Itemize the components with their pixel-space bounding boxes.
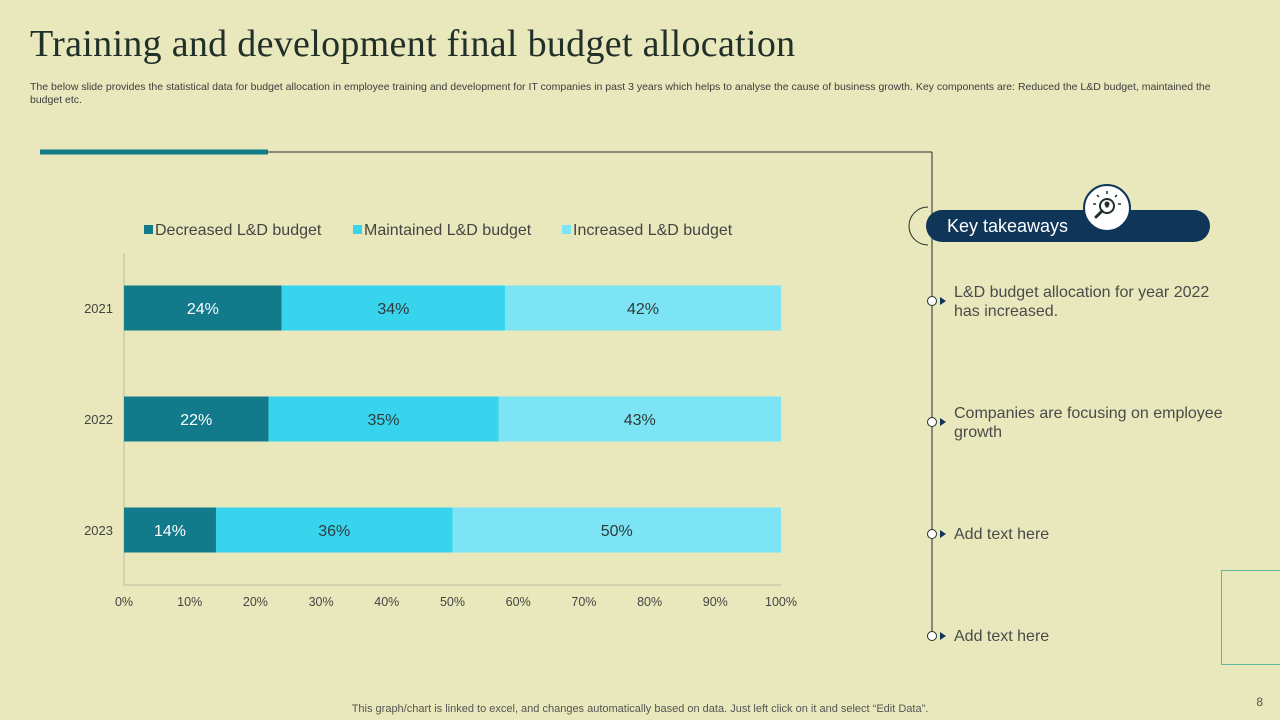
y-tick-label-2023: 2023 — [84, 523, 113, 538]
timeline-arrow-4 — [940, 632, 946, 640]
chart-legend: Decreased L&D budget Maintained L&D budge… — [144, 222, 733, 239]
lightbulb-magnifier-icon — [1083, 184, 1131, 232]
timeline-arrow-1 — [940, 297, 946, 305]
legend-label-2: Maintained L&D budget — [364, 222, 532, 239]
legend-swatch-2 — [353, 225, 362, 234]
bar-2023-series-1 — [124, 507, 216, 553]
decorative-corner-box — [1221, 570, 1280, 665]
bar-2021-series-3 — [505, 285, 781, 331]
data-label-2022-series-3: 43% — [624, 412, 656, 429]
x-tick-label: 60% — [506, 595, 531, 609]
bar-2023-series-2 — [215, 507, 453, 553]
data-label-2022-series-2: 35% — [367, 412, 399, 429]
x-tick-label: 40% — [374, 595, 399, 609]
y-axis-ticks: 2021 2022 2023 — [84, 301, 113, 538]
takeaway-item-4: Add text here — [954, 628, 1050, 645]
data-label-2023-series-1: 14% — [154, 523, 186, 540]
key-takeaways-header: Key takeaways — [926, 210, 1210, 242]
data-label-2022-series-1: 22% — [180, 412, 212, 429]
slide-subtitle: The below slide provides the statistical… — [30, 81, 1211, 106]
bar-2023-series-3 — [452, 507, 781, 553]
x-tick-label: 0% — [115, 595, 133, 609]
legend-swatch-1 — [144, 225, 153, 234]
x-tick-label: 50% — [440, 595, 465, 609]
legend-label-3: Increased L&D budget — [573, 222, 733, 239]
bar-2022-series-2 — [268, 396, 499, 442]
timeline-node-1 — [927, 296, 937, 306]
x-tick-label: 100% — [765, 595, 797, 609]
data-label-2021-series-1: 24% — [187, 301, 219, 318]
timeline-arrow-2 — [940, 418, 946, 426]
slide-title: Training and development final budget al… — [30, 23, 796, 65]
bar-series: 24% 34% 42% 22% 35% 43% 14% 36% 50% — [124, 285, 781, 553]
bar-2022-series-1 — [124, 396, 269, 442]
data-label-2021-series-3: 42% — [627, 301, 659, 318]
data-label-2021-series-2: 34% — [377, 301, 409, 318]
slide-footer-note: This graph/chart is linked to excel, and… — [351, 703, 929, 715]
takeaway-item-2: Companies are focusing on employee growt… — [954, 405, 1223, 441]
bar-2021-series-1 — [124, 285, 282, 331]
y-tick-label-2021: 2021 — [84, 301, 113, 316]
x-tick-label: 30% — [309, 595, 334, 609]
data-label-2023-series-3: 50% — [601, 523, 633, 540]
bar-2021-series-2 — [281, 285, 506, 331]
timeline-nodes — [927, 296, 946, 641]
legend-swatch-3 — [562, 225, 571, 234]
x-tick-label: 70% — [571, 595, 596, 609]
header-bracket — [908, 206, 929, 246]
timeline-node-4 — [927, 631, 937, 641]
takeaway-item-1: L&D budget allocation for year 2022 has … — [954, 284, 1210, 320]
timeline-node-3 — [927, 529, 937, 539]
timeline-arrow-3 — [940, 530, 946, 538]
page-number: 8 — [1256, 695, 1263, 709]
x-tick-label: 20% — [243, 595, 268, 609]
legend-label-1: Decreased L&D budget — [155, 222, 322, 239]
x-tick-label: 90% — [703, 595, 728, 609]
bar-2022-series-3 — [498, 396, 781, 442]
timeline-node-2 — [927, 417, 937, 427]
x-tick-label: 10% — [177, 595, 202, 609]
x-tick-label: 80% — [637, 595, 662, 609]
data-label-2023-series-2: 36% — [318, 523, 350, 540]
y-tick-label-2022: 2022 — [84, 412, 113, 427]
x-axis-ticks: 0% 10% 20% 30% 40% 50% 60% 70% 80% 90% 100% — [115, 595, 797, 609]
takeaway-item-3: Add text here — [954, 526, 1050, 543]
